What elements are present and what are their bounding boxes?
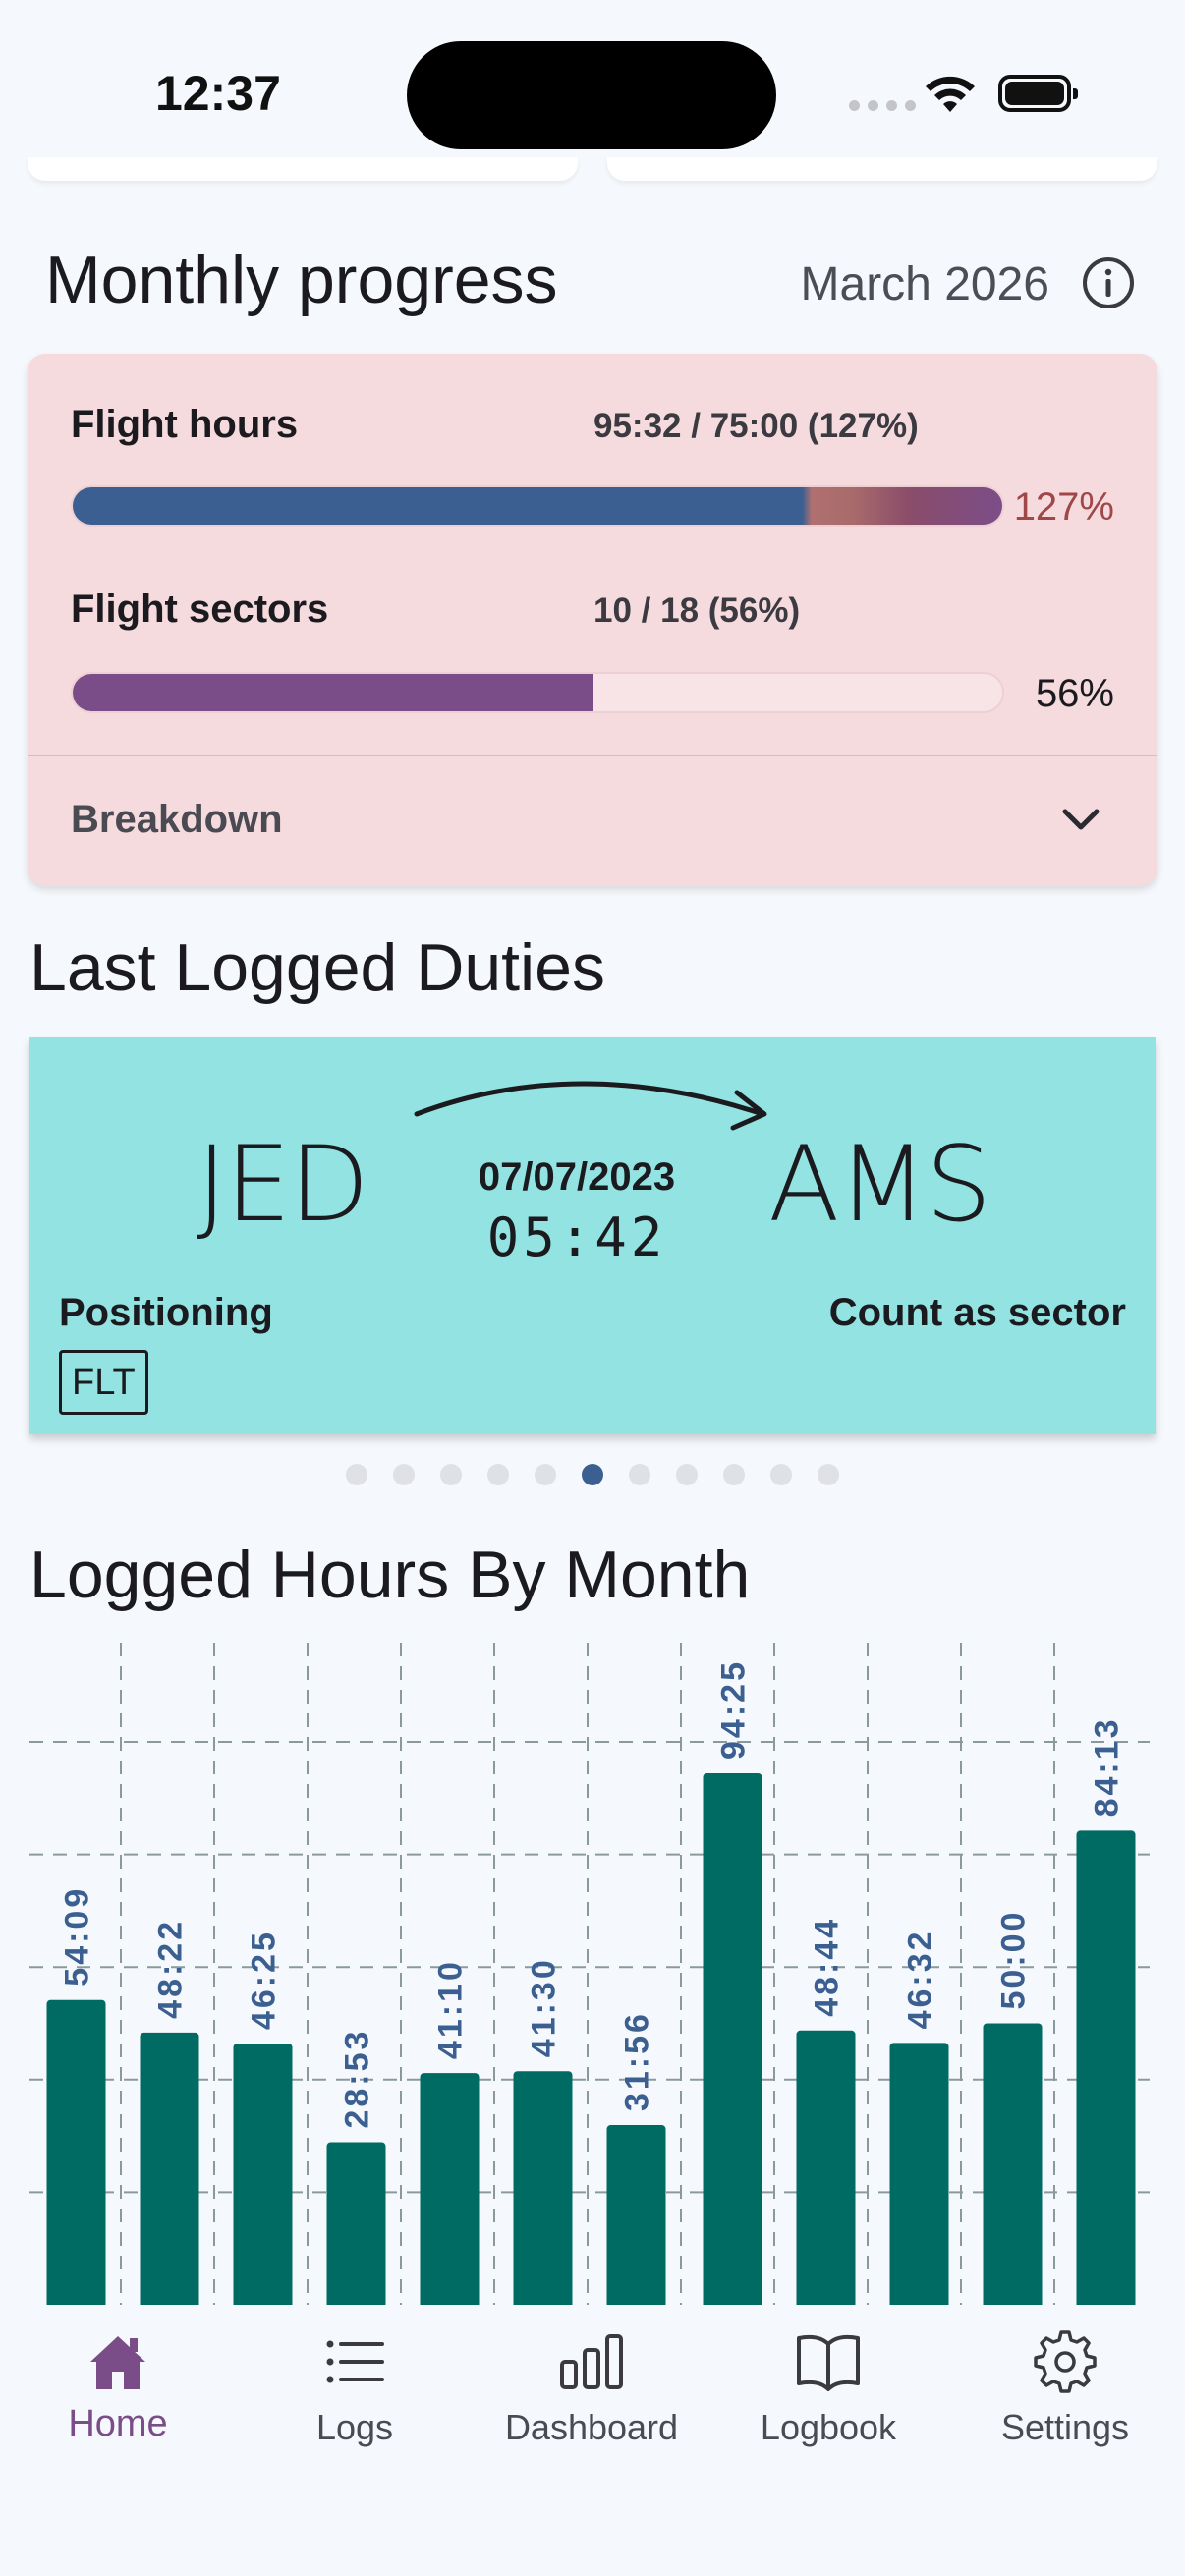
pager-dot[interactable] [676,1464,698,1485]
departure-airport: JED [197,1124,369,1245]
last-logged-duties-title: Last Logged Duties [29,930,605,1005]
card-divider [28,755,1157,756]
chart-bar[interactable] [796,2030,856,2309]
chart-bar[interactable] [703,1772,762,2309]
month-selector[interactable]: March 2026 [800,258,1049,310]
chevron-down-icon[interactable] [1061,808,1100,833]
info-icon[interactable] [1081,255,1136,310]
duty-type: Positioning [59,1291,273,1334]
dynamic-island [407,41,776,149]
bar-value-label: 41:10 [432,1959,470,2059]
monthly-progress-card: Flight hours 95:32 / 75:00 (127%) 127% F… [28,354,1157,886]
previous-card-edge [28,157,578,181]
wifi-icon [926,76,975,112]
count-as-sector-label: Count as sector [828,1291,1126,1334]
logged-hours-chart: 54:09 48:22 46:25 28:53 41:10 41:30 31:56 94:25… [29,1643,1150,2310]
pager-dot[interactable] [346,1464,367,1485]
flight-hours-percent: 127% [1013,485,1114,529]
nav-logs-label: Logs [315,2407,394,2447]
nav-settings-label: Settings [1000,2407,1130,2447]
bottom-navigation: Home Logs Dashboard Logbook Settings [0,2305,1185,2576]
bar-value-label: 84:13 [1089,1716,1126,1817]
chart-bar[interactable] [513,2071,573,2309]
battery-icon [998,75,1078,112]
route-arrow-icon [414,1081,767,1131]
pager-dot[interactable] [770,1464,792,1485]
bar-value-label: 28:53 [339,2029,376,2129]
pager-dot[interactable] [629,1464,650,1485]
bar-value-label: 48:44 [809,1917,846,2017]
bar-value-label: 94:25 [715,1659,753,1760]
cellular-signal-icon [849,100,916,111]
nav-logs[interactable]: Logs [237,2305,473,2482]
list-icon [326,2340,384,2383]
duty-time: 05:42 [486,1206,667,1268]
pager-dot[interactable] [582,1464,603,1485]
nav-dashboard-label: Dashboard [504,2407,679,2447]
flight-sectors-value: 10 / 18 (56%) [593,591,801,630]
duty-date: 07/07/2023 [478,1155,676,1199]
book-icon [797,2334,860,2391]
bar-value-label: 46:32 [902,1929,939,2029]
nav-dashboard[interactable]: Dashboard [474,2305,709,2482]
duty-card[interactable]: JED 07/07/2023 05:42 AMS Positioning Cou… [29,1037,1156,1434]
duties-pager[interactable] [0,1464,1185,1485]
pager-dot[interactable] [440,1464,462,1485]
pager-dot[interactable] [393,1464,415,1485]
pager-dot[interactable] [535,1464,556,1485]
bar-value-label: 46:25 [246,1930,283,2030]
pager-dot[interactable] [818,1464,839,1485]
chart-bar[interactable] [1076,1830,1136,2309]
nav-logbook-label: Logbook [760,2407,897,2447]
duty-badge: FLT [59,1350,148,1415]
chart-bar[interactable] [983,2023,1043,2310]
home-icon [90,2336,145,2389]
flight-hours-label: Flight hours [71,403,299,446]
flight-sectors-progress-fill [73,674,593,711]
nav-home-label: Home [68,2403,168,2444]
bar-value-label: 48:22 [152,1919,190,2019]
bar-value-label: 54:09 [59,1886,96,1987]
logged-hours-title: Logged Hours By Month [29,1538,751,1612]
monthly-progress-title: Monthly progress [45,243,558,317]
chart-bar[interactable] [606,2125,666,2309]
gear-icon [1034,2330,1097,2393]
flight-hours-progress-fill [73,487,1002,525]
bar-value-label: 31:56 [619,2011,656,2111]
bar-value-label: 41:30 [526,1957,563,2057]
flight-sectors-progress-bar [71,672,1004,713]
breakdown-toggle[interactable]: Breakdown [71,798,283,841]
flight-hours-progress-bar [71,485,1004,527]
arrival-airport: AMS [768,1124,991,1245]
chart-bar[interactable] [420,2073,480,2309]
bar-value-label: 50:00 [995,1910,1033,2010]
pager-dot[interactable] [723,1464,745,1485]
previous-card-edge [607,157,1157,181]
chart-bar[interactable] [233,2044,293,2309]
flight-sectors-label: Flight sectors [71,588,329,631]
chart-bar[interactable] [889,2043,949,2309]
chart-bar[interactable] [140,2032,199,2309]
nav-home[interactable]: Home [0,2305,236,2482]
status-time: 12:37 [155,66,281,121]
nav-settings[interactable]: Settings [947,2305,1183,2482]
pager-dot[interactable] [487,1464,509,1485]
flight-sectors-percent: 56% [1035,672,1114,715]
flight-hours-value: 95:32 / 75:00 (127%) [593,407,919,445]
bar-chart-icon [560,2334,623,2389]
chart-bar[interactable] [326,2142,386,2309]
nav-logbook[interactable]: Logbook [710,2305,946,2482]
chart-bar[interactable] [46,1999,106,2309]
